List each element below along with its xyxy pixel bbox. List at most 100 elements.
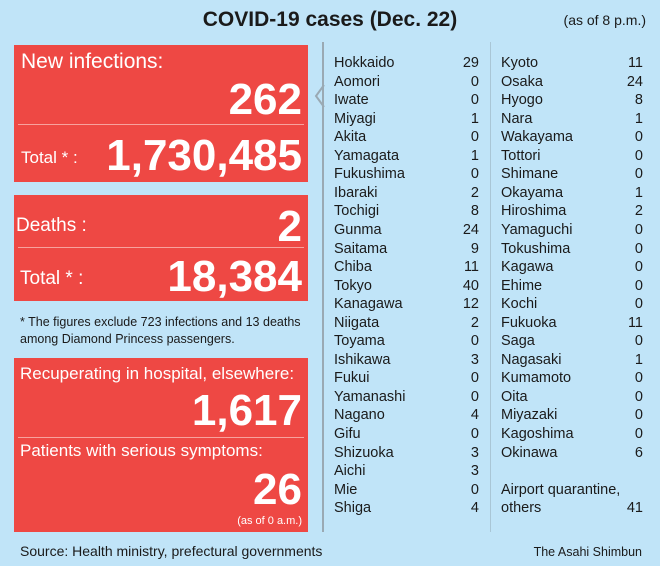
prefecture-row: Chiba 11 [334,258,479,276]
prefecture-name: Tochigi [334,203,380,220]
serious-as-of: (as of 0 a.m.) [237,515,302,527]
deaths-total-label: Total * : [20,268,84,289]
infections-total-label: Total * : [21,148,78,167]
bracket-pointer-icon [314,85,325,107]
prefecture-name: Mie [334,481,358,498]
prefecture-count: 0 [470,370,479,387]
prefecture-row: Okayama 1 [501,184,643,202]
prefecture-row: Miyagi 1 [334,110,479,128]
prefecture-name: Osaka [501,73,543,90]
airport-row-2: others 41 [501,499,643,517]
prefecture-count: 0 [634,147,643,164]
prefecture-count: 0 [634,370,643,387]
prefecture-name: Niigata [334,314,380,331]
prefecture-count: 11 [627,55,643,71]
prefecture-count: 40 [462,277,479,294]
prefecture-row: Okinawa 6 [501,444,643,462]
prefecture-row: Kanagawa 12 [334,295,479,313]
prefecture-name: Miyagi [334,110,376,127]
prefecture-name: Kanagawa [334,296,403,313]
prefecture-name: Tokushima [501,240,571,257]
prefecture-count: 3 [470,444,479,461]
prefecture-row: Tochigi 8 [334,202,479,220]
prefecture-row: Shimane 0 [501,165,643,183]
prefecture-name: Oita [501,388,528,405]
prefecture-row: Gunma 24 [334,221,479,239]
airport-row: Airport quarantine, [501,481,643,499]
recuperating-label: Recuperating in hospital, elsewhere: [20,364,295,383]
prefecture-row: Kochi 0 [501,295,643,313]
prefecture-row: Miyazaki 0 [501,406,643,424]
prefecture-name: Fukuoka [501,314,557,331]
prefecture-name: Ehime [501,277,543,294]
prefecture-count: 1 [634,184,643,201]
prefecture-row: Yamanashi 0 [334,388,479,406]
prefecture-row: Shiga 4 [334,499,479,517]
prefecture-row: Tokyo 40 [334,277,479,295]
prefecture-row: Mie 0 [334,481,479,499]
recuperating-value: 1,617 [191,386,302,435]
deaths-label: Deaths : [16,215,87,236]
prefecture-row: Kagawa 0 [501,258,643,276]
prefecture-row: Nagasaki 1 [501,351,643,369]
prefecture-name: Hiroshima [501,203,567,220]
prefecture-count: 0 [470,92,479,109]
prefecture-name: Chiba [334,259,372,276]
prefecture-count: 1 [470,110,479,127]
recovering-panel: Recuperating in hospital, elsewhere: 1,6… [14,358,308,532]
prefecture-row: Yamagata 1 [334,147,479,165]
deaths-panel: Deaths : 2 Total * : 18,384 [14,195,308,301]
prefecture-row: Iwate 0 [334,91,479,109]
prefecture-count: 0 [470,129,479,146]
prefecture-count: 0 [470,481,479,498]
prefecture-row: Osaka 24 [501,73,643,91]
prefecture-name: Okayama [501,184,564,201]
prefecture-name: Gifu [334,426,361,442]
prefecture-count: 4 [470,500,479,517]
source: Source: Health ministry, prefectural gov… [20,543,323,559]
prefecture-row: Fukui 0 [334,369,479,387]
prefecture-count: 2 [470,184,479,201]
prefecture-row: Saitama 9 [334,240,479,258]
prefecture-name: Yamagata [334,147,400,164]
prefecture-name: Tokyo [334,277,372,294]
prefecture-count: 24 [462,221,479,238]
prefecture-row: Oita 0 [501,388,643,406]
prefecture-name: Ibaraki [334,184,378,201]
prefecture-row: Akita 0 [334,128,479,146]
prefecture-row: Kyoto 11 [501,54,643,72]
page-title: COVID-19 cases (Dec. 22) [202,8,458,31]
prefecture-count: 9 [470,240,479,257]
airport-label-2: others [501,500,542,516]
deaths-value: 2 [277,202,302,251]
prefecture-name: Kumamoto [501,370,572,387]
prefecture-count: 0 [634,296,643,313]
prefecture-name: Nagasaki [501,351,562,368]
prefecture-row: Nara 1 [501,110,643,128]
prefecture-row: Hokkaido 29 [334,54,479,72]
prefecture-name: Fukushima [334,166,405,183]
serious-value: 26 [253,465,302,514]
prefecture-name: Aichi [334,463,366,480]
bracket-line [322,42,324,532]
prefecture-name: Saitama [334,240,388,257]
prefecture-name: Fukui [334,370,370,387]
prefecture-name: Miyazaki [501,407,558,424]
prefecture-count: 29 [462,55,479,71]
prefecture-count: 11 [627,314,643,331]
as-of-time: (as of 8 p.m.) [563,12,646,28]
prefecture-name: Gunma [334,221,382,238]
prefecture-name: Ishikawa [334,351,391,368]
prefecture-count: 0 [634,221,643,238]
prefecture-count: 0 [470,73,479,90]
prefecture-name: Saga [501,333,535,350]
prefecture-count: 2 [634,203,643,220]
prefecture-count: 0 [634,129,643,146]
prefecture-count: 2 [470,314,479,331]
prefecture-count: 0 [634,240,643,257]
prefecture-row: Yamaguchi 0 [501,221,643,239]
prefecture-count: 0 [634,259,643,276]
prefecture-name: Aomori [334,73,380,90]
prefecture-count: 0 [634,166,643,183]
